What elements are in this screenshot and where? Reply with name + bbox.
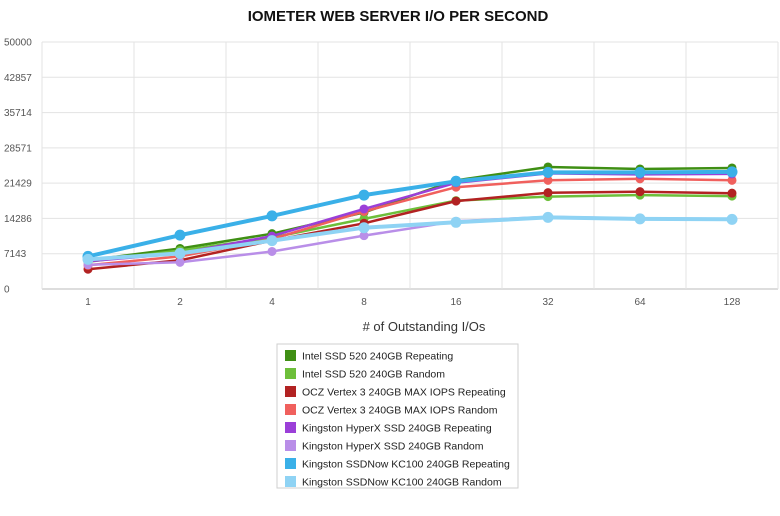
y-tick-label: 50000 (4, 38, 32, 49)
y-tick-label: 21429 (4, 179, 32, 190)
data-point[interactable] (727, 175, 737, 185)
data-point[interactable] (450, 216, 462, 228)
x-axis-label: # of Outstanding I/Os (363, 319, 486, 334)
series-line (86, 177, 734, 267)
y-tick-label: 14286 (4, 214, 32, 225)
data-point[interactable] (358, 222, 370, 234)
legend-label[interactable]: Kingston SSDNow KC100 240GB Random (302, 477, 502, 489)
legend-label[interactable]: Kingston SSDNow KC100 240GB Repeating (302, 459, 510, 471)
data-point[interactable] (174, 247, 186, 259)
legend-label[interactable]: Intel SSD 520 240GB Random (302, 369, 445, 381)
data-point[interactable] (726, 213, 738, 225)
data-point[interactable] (359, 231, 369, 241)
legend[interactable]: Intel SSD 520 240GB Repeating Intel SSD 5… (276, 343, 519, 489)
x-tick-label: 32 (542, 297, 554, 308)
legend-label[interactable]: Kingston HyperX SSD 240GB Repeating (302, 423, 492, 435)
data-point[interactable] (634, 166, 646, 178)
y-tick-label: 0 (4, 285, 10, 296)
legend-box (276, 343, 519, 489)
data-point[interactable] (82, 253, 94, 265)
legend-label[interactable]: OCZ Vertex 3 240GB MAX IOPS Random (302, 405, 498, 417)
data-point[interactable] (358, 189, 370, 201)
data-point[interactable] (726, 166, 738, 178)
data-point[interactable] (450, 175, 462, 187)
data-point[interactable] (266, 210, 278, 222)
legend-swatch (285, 476, 296, 487)
legend-swatch (285, 440, 296, 451)
legend-swatch (285, 386, 296, 397)
data-point[interactable] (174, 229, 186, 241)
legend-label[interactable]: Kingston HyperX SSD 240GB Random (302, 441, 484, 453)
series-line (86, 190, 734, 271)
grid (41, 41, 779, 290)
x-tick-label: 1 (85, 297, 91, 308)
x-tick-label: 16 (450, 297, 462, 308)
legend-swatch (285, 458, 296, 469)
x-tick-label: 2 (177, 297, 183, 308)
x-tick-label: 4 (269, 297, 275, 308)
data-point[interactable] (727, 188, 737, 198)
legend-label[interactable]: OCZ Vertex 3 240GB MAX IOPS Repeating (302, 387, 506, 399)
data-point[interactable] (266, 235, 278, 247)
data-point[interactable] (359, 204, 369, 214)
chart-title: IOMETER WEB SERVER I/O PER SECOND (248, 8, 549, 25)
series-line (86, 193, 734, 264)
series-group (82, 211, 738, 265)
data-point[interactable] (451, 196, 461, 206)
x-tick-label: 64 (634, 297, 646, 308)
data-point[interactable] (542, 166, 554, 178)
axes: 0 7143 14286 21429 28571 35714 42857 50000 1 2 4 8 1… (4, 38, 741, 309)
legend-swatch (285, 404, 296, 415)
data-point[interactable] (542, 211, 554, 223)
data-point[interactable] (543, 188, 553, 198)
y-tick-label: 35714 (4, 108, 32, 119)
y-tick-label: 28571 (4, 143, 32, 154)
data-point[interactable] (634, 213, 646, 225)
series-line (86, 169, 734, 259)
data-point[interactable] (267, 246, 277, 256)
legend-swatch (285, 422, 296, 433)
data-point[interactable] (175, 257, 185, 267)
series-lines (82, 162, 738, 274)
legend-label[interactable]: Intel SSD 520 240GB Repeating (302, 351, 453, 363)
y-tick-label: 7143 (4, 249, 27, 260)
data-point[interactable] (543, 175, 553, 185)
x-tick-label: 128 (724, 297, 741, 308)
legend-swatch (285, 350, 296, 361)
series-line (86, 215, 734, 262)
legend-swatch (285, 368, 296, 379)
y-tick-label: 42857 (4, 73, 32, 84)
x-tick-label: 8 (361, 297, 367, 308)
data-point[interactable] (635, 187, 645, 197)
